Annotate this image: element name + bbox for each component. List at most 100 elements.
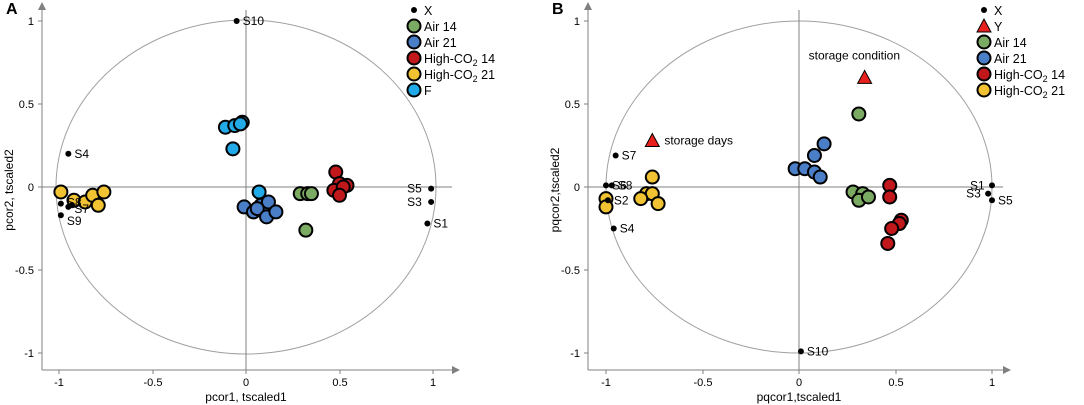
panel-b-point-high-co2-14: [880, 235, 896, 251]
panel-b-ytick-label: 0.5: [565, 99, 580, 111]
panel-b-variable-dot: [610, 225, 617, 232]
panel-a-point-high-co2-21: [96, 184, 112, 200]
legend-label-high-co2-14: High-CO2 14: [994, 68, 1065, 84]
panel-b-variable-dot: [603, 182, 609, 189]
panel-a-variable-dot: [424, 220, 431, 227]
panel-a-variable-dot: [57, 212, 64, 219]
legend-label-f: F: [424, 84, 432, 98]
panel-a-variable-label: S4: [74, 147, 89, 161]
panel-a-point-f: [232, 116, 248, 132]
panel-a-variable-label: S5: [407, 182, 422, 196]
panel-b-variable-label: S8: [618, 178, 633, 192]
panel-b-point-air-14: [860, 189, 876, 205]
panel-a-ytick-label: 0: [28, 182, 34, 194]
panel-b-point-high-co2-21: [644, 169, 660, 185]
panel-a-point-high-co2-21: [90, 197, 106, 213]
panel-b-point-air-21: [816, 136, 832, 152]
legend-label-air-14: Air 14: [994, 36, 1027, 50]
legend-marker-x: [411, 7, 417, 13]
panel-b: B -1 -0.5 0 0.5 1 1 0.5 0 -0.5 -1: [548, 1, 1065, 404]
panel-a-variable-label: S1: [433, 217, 448, 231]
panel-a-point-high-co2-21: [53, 184, 69, 200]
legend-label-high-co2-14: High-CO2 14: [424, 52, 495, 68]
panel-b-triangle-label: storage condition: [809, 48, 900, 62]
panel-b-variable-dot: [604, 197, 611, 204]
legend-label-air-21: Air 21: [994, 52, 1027, 66]
legend-marker-x: [981, 7, 987, 13]
panel-a-xtick-label: -1: [54, 377, 64, 389]
panel-b-xtick-label: 1: [989, 377, 995, 389]
legend-label-high-co2-21: High-CO2 21: [994, 84, 1065, 100]
panel-a-point-air-14: [303, 186, 319, 202]
panel-b-variable-label: S3: [966, 187, 981, 201]
panel-b-point-air-21: [812, 169, 828, 185]
panel-a-xtick-label: -0.5: [144, 377, 163, 389]
panel-a-ytick-label: 0.5: [19, 99, 34, 111]
panel-b-variable-label: S2: [614, 193, 629, 207]
panel-b-variable-label: S1: [970, 178, 985, 192]
panel-a-variable-label: S10: [243, 14, 265, 28]
panel-a-point-high-co2-14: [332, 187, 347, 203]
legend-marker-high-co2-21: [976, 82, 992, 98]
panel-a: A -1 -0.5 0 0.5 1 1 0.5 0 -0.5 -1: [2, 1, 495, 404]
legend-label-x: X: [994, 4, 1003, 18]
panel-a-ytick-label: -1: [24, 348, 34, 360]
legend-label-air-21: Air 21: [424, 36, 457, 50]
panel-a-variable-dot: [69, 202, 76, 209]
panel-a-xtick-label: 0.5: [332, 377, 347, 389]
panel-b-point-air-21: [806, 147, 822, 163]
panel-b-variable-label: S4: [620, 222, 635, 236]
legend-marker-y: [976, 17, 992, 33]
panel-a-variable-dot: [428, 198, 435, 205]
panel-b-y-triangle: [644, 132, 661, 147]
panel-b-variable-label: S5: [998, 193, 1013, 207]
panel-b-variable-dot: [989, 197, 995, 204]
panel-a-point-air-21: [260, 194, 276, 210]
panel-b-point-high-co2-14: [882, 189, 898, 205]
panel-a-variable-label: S9: [67, 214, 82, 228]
legend-label-y: Y: [994, 20, 1003, 34]
legend-marker-high-co2-14: [976, 66, 992, 82]
panel-a-letter: A: [6, 1, 18, 18]
panel-b-xtick-label: 0.5: [888, 377, 903, 389]
panel-b-letter: B: [552, 1, 564, 18]
panel-a-xtick-label: 1: [430, 377, 436, 389]
panel-b-triangle-label: storage days: [664, 134, 733, 148]
panel-b-ytick-label: -1: [570, 348, 580, 360]
panel-a-xtick-label: 0: [243, 377, 249, 389]
panel-b-variable-label: S7: [622, 148, 637, 162]
legend-label-high-co2-21: High-CO2 21: [424, 68, 495, 84]
panel-a-point-air-21: [249, 201, 265, 217]
panel-a-point-air-14: [298, 222, 314, 238]
panel-a-x-axis-arrow: [452, 366, 460, 374]
panel-a-variable-dot: [65, 150, 72, 157]
panel-a-y-axis-label: pcor2, tscaled2: [2, 149, 16, 231]
panel-a-ytick-label: -0.5: [15, 265, 34, 277]
legend-marker-air-14: [976, 34, 992, 50]
panel-a-variable-dot: [428, 185, 435, 192]
legend-marker-air-21: [976, 50, 992, 66]
panel-a-point-f: [225, 141, 241, 157]
panel-b-point-high-co2-21: [633, 191, 649, 207]
panel-a-variable-dot: [57, 200, 64, 207]
panel-b-xtick-label: -0.5: [694, 377, 713, 389]
legend-marker-air-21: [406, 34, 422, 50]
legend-marker-high-co2-14: [406, 50, 422, 66]
panel-a-variable-dot: [233, 18, 240, 24]
panel-a-y-axis-arrow: [38, 2, 46, 10]
panel-b-point-air-14: [851, 106, 867, 122]
panel-b-point-high-co2-21: [650, 196, 666, 212]
panel-a-variable-label: S3: [407, 195, 422, 209]
panel-b-variable-dot: [797, 348, 804, 355]
panel-b-xtick-label: -1: [601, 377, 611, 389]
legend-label-x: X: [424, 4, 433, 18]
panel-b-variable-dot: [608, 182, 615, 189]
panel-b-y-axis-label: pqcor2,tscaled2: [548, 147, 562, 232]
panel-b-ytick-label: 1: [574, 16, 580, 28]
panel-a-variable-label: S7: [74, 202, 89, 216]
panel-b-y-triangle: [856, 69, 873, 84]
panel-b-x-axis-label: pqcor1,tscaled1: [757, 390, 842, 404]
